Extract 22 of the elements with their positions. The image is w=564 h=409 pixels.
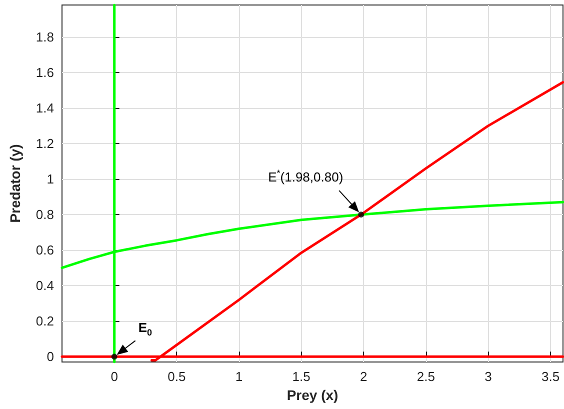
y-tick-label: 0.4 — [36, 278, 54, 294]
x-tick-label: 3 — [484, 369, 492, 384]
y-tick-label: 0.8 — [36, 207, 54, 222]
x-tick-label: 0.5 — [168, 369, 186, 384]
y-tick-label: 1.8 — [36, 29, 54, 44]
y-tick-label: 1.2 — [36, 136, 54, 152]
x-axis-title: Prey (x) — [286, 386, 338, 403]
annotation: E$_{0}$ — [138, 320, 152, 338]
x-tick-label: 1.5 — [292, 369, 310, 384]
x-tick-label: 1 — [235, 369, 243, 384]
y-tick-label: 0 — [46, 349, 54, 364]
x-tick-label: 2.5 — [416, 369, 435, 384]
x-tick-label: 0 — [110, 369, 118, 384]
annotation: E$^{*}$(1.98,0.80) — [268, 168, 344, 184]
y-tick-label: 1.4 — [36, 100, 54, 116]
y-tick-label: 1 — [46, 172, 54, 187]
x-tick-label: 2 — [360, 369, 368, 384]
y-tick-label: 0.6 — [36, 242, 54, 258]
x-tick-label: 3.5 — [542, 369, 560, 384]
y-tick-label: 0.2 — [36, 314, 54, 329]
y-tick-label: 1.6 — [36, 64, 54, 80]
y-axis-title: Predator (y) — [7, 144, 23, 223]
